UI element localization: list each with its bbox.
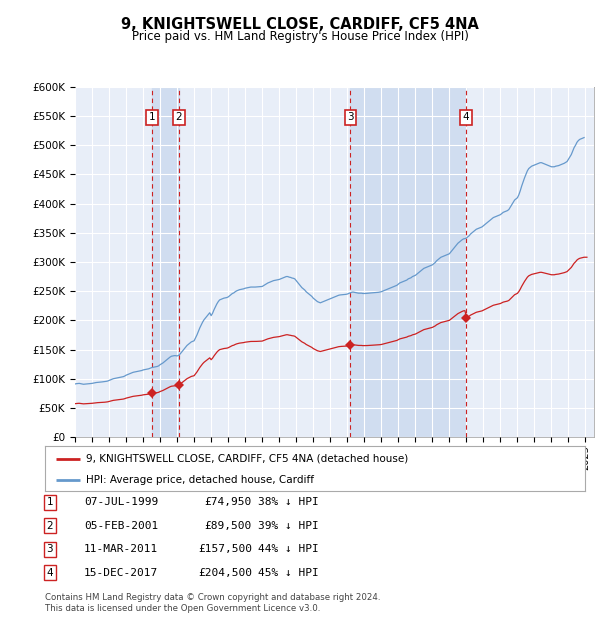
Text: 4: 4: [463, 112, 469, 122]
Text: 1: 1: [46, 497, 53, 507]
Text: 2: 2: [175, 112, 182, 122]
Text: 38% ↓ HPI: 38% ↓ HPI: [258, 497, 319, 507]
Text: 9, KNIGHTSWELL CLOSE, CARDIFF, CF5 4NA (detached house): 9, KNIGHTSWELL CLOSE, CARDIFF, CF5 4NA (…: [86, 454, 408, 464]
Text: £204,500: £204,500: [198, 568, 252, 578]
Text: Price paid vs. HM Land Registry's House Price Index (HPI): Price paid vs. HM Land Registry's House …: [131, 30, 469, 43]
Bar: [152, 87, 179, 437]
Text: Contains HM Land Registry data © Crown copyright and database right 2024.
This d: Contains HM Land Registry data © Crown c…: [45, 593, 380, 613]
Text: 44% ↓ HPI: 44% ↓ HPI: [258, 544, 319, 554]
Text: £157,500: £157,500: [198, 544, 252, 554]
Text: 15-DEC-2017: 15-DEC-2017: [84, 568, 158, 578]
Text: 3: 3: [46, 544, 53, 554]
Text: 45% ↓ HPI: 45% ↓ HPI: [258, 568, 319, 578]
Text: 07-JUL-1999: 07-JUL-1999: [84, 497, 158, 507]
Text: 05-FEB-2001: 05-FEB-2001: [84, 521, 158, 531]
Text: 4: 4: [46, 568, 53, 578]
Text: HPI: Average price, detached house, Cardiff: HPI: Average price, detached house, Card…: [86, 475, 314, 485]
Text: £89,500: £89,500: [205, 521, 252, 531]
Text: 1: 1: [149, 112, 155, 122]
Text: 2: 2: [46, 521, 53, 531]
Text: 3: 3: [347, 112, 354, 122]
Text: 39% ↓ HPI: 39% ↓ HPI: [258, 521, 319, 531]
Bar: [350, 87, 466, 437]
Text: 11-MAR-2011: 11-MAR-2011: [84, 544, 158, 554]
Text: £74,950: £74,950: [205, 497, 252, 507]
Text: 9, KNIGHTSWELL CLOSE, CARDIFF, CF5 4NA: 9, KNIGHTSWELL CLOSE, CARDIFF, CF5 4NA: [121, 17, 479, 32]
